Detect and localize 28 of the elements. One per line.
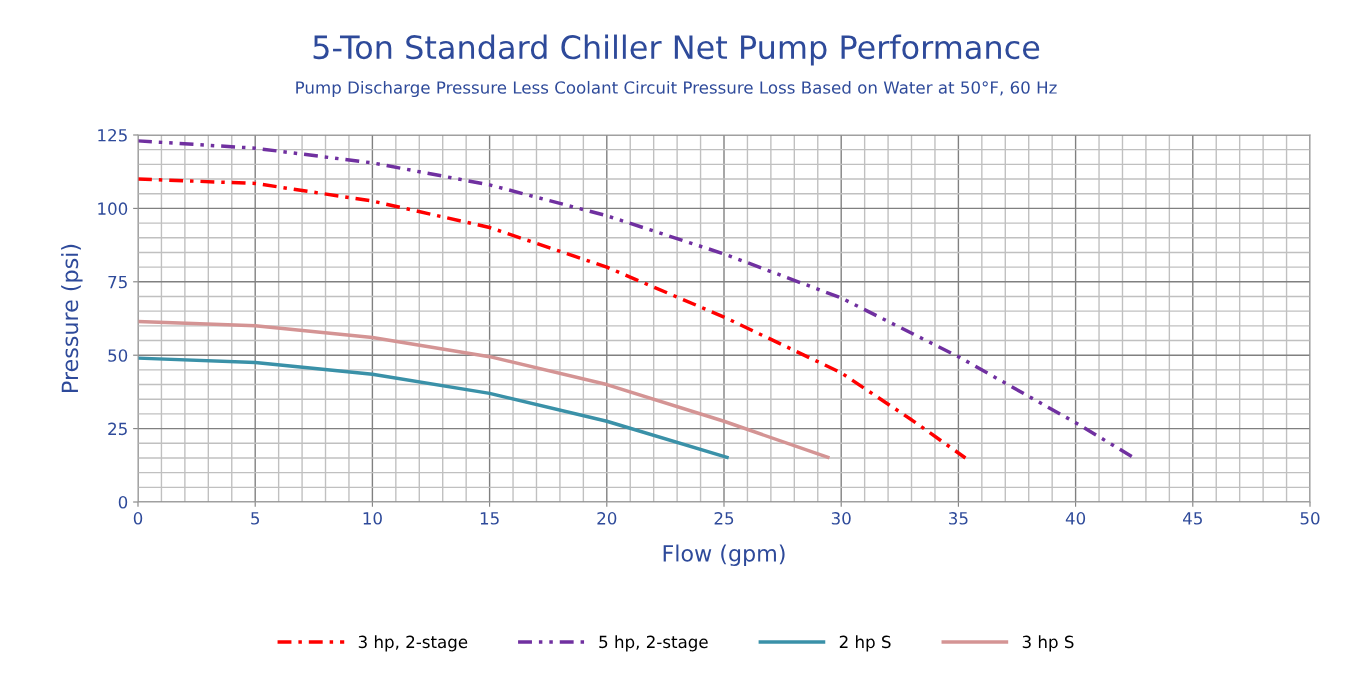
x-tick-label: 35 (949, 512, 968, 525)
legend-label: 2 hp S (839, 635, 891, 652)
x-tick-label: 20 (597, 512, 617, 525)
x-tick-label: 15 (480, 512, 499, 525)
line-series (138, 177, 968, 460)
chart-title: 5-Ton Standard Chiller Net Pump Performance (313, 34, 1040, 66)
x-tick-label: 45 (1183, 512, 1202, 525)
y-tick-label: 125 (98, 128, 127, 142)
x-tick-label: 0 (133, 512, 143, 525)
x-tick-label: 40 (1065, 512, 1086, 525)
chart-subtitle: Pump Discharge Pressure Less Coolant Circuit Pressure Loss Based on Water at 50°F, 60 Hz (296, 80, 1057, 98)
x-tick-label: 30 (831, 512, 851, 525)
legend-label: 3 hp S (1022, 635, 1074, 652)
legend-label: 3 hp, 2-stage (358, 635, 468, 652)
x-tick-label: 10 (363, 512, 382, 525)
y-tick-label: 25 (108, 422, 127, 436)
y-tick-label: 100 (98, 202, 128, 215)
x-axis-title: Flow (gpm) (663, 544, 785, 567)
y-tick-label: 75 (108, 275, 127, 289)
line-series (138, 319, 832, 460)
y-tick-label: 0 (118, 495, 128, 509)
y-axis-title: Pressure (psi) (61, 244, 83, 392)
line-series (138, 356, 731, 460)
legend-label: 5 hp, 2-stage (599, 635, 708, 652)
x-tick-label: 25 (714, 512, 734, 525)
x-tick-label: 5 (251, 512, 260, 525)
x-tick-label: 50 (1300, 512, 1320, 525)
y-tick-label: 50 (108, 349, 128, 362)
